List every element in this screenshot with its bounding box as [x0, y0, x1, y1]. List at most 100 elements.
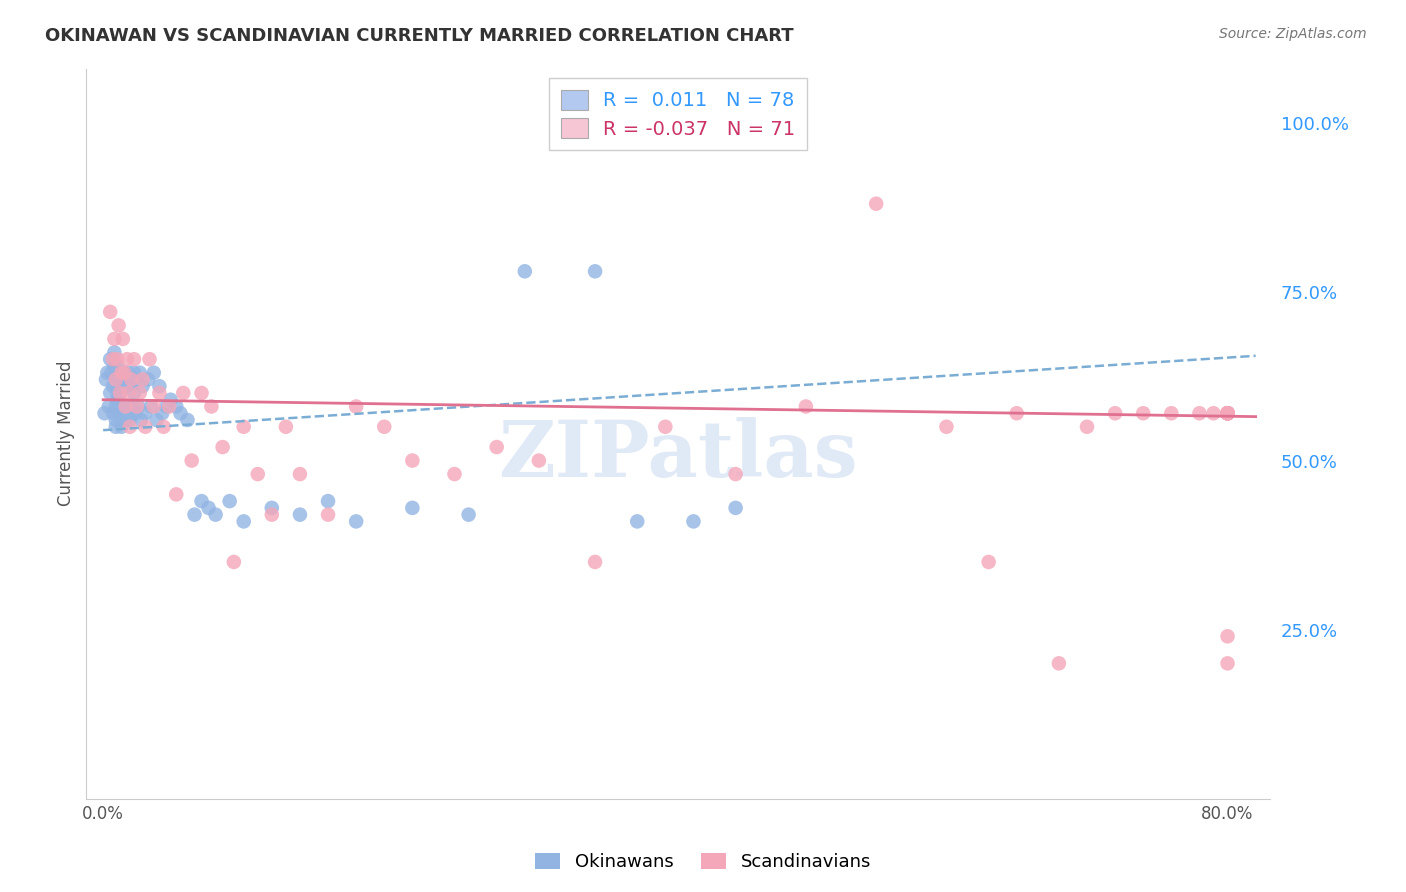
Point — [1216, 657, 1239, 671]
Point — [152, 419, 174, 434]
Point — [246, 467, 269, 481]
Point — [288, 467, 311, 481]
Point — [401, 453, 423, 467]
Point — [105, 392, 128, 407]
Point — [118, 413, 141, 427]
Point — [98, 305, 121, 319]
Point — [112, 400, 135, 414]
Point — [1216, 406, 1239, 420]
Point — [136, 372, 159, 386]
Point — [125, 400, 148, 414]
Point — [222, 555, 245, 569]
Point — [134, 419, 156, 434]
Point — [583, 264, 606, 278]
Point — [111, 332, 134, 346]
Point — [183, 508, 205, 522]
Point — [110, 366, 132, 380]
Point — [176, 413, 198, 427]
Point — [200, 400, 222, 414]
Point — [107, 406, 129, 420]
Point — [1160, 406, 1182, 420]
Point — [105, 352, 128, 367]
Point — [373, 419, 395, 434]
Legend: Okinawans, Scandinavians: Okinawans, Scandinavians — [527, 846, 879, 879]
Point — [142, 400, 165, 414]
Point — [100, 366, 122, 380]
Point — [654, 419, 676, 434]
Point — [1216, 406, 1239, 420]
Point — [97, 400, 120, 414]
Point — [120, 406, 142, 420]
Point — [101, 352, 124, 367]
Point — [1216, 406, 1239, 420]
Point — [485, 440, 508, 454]
Point — [107, 372, 129, 386]
Point — [98, 352, 121, 367]
Point — [155, 400, 177, 414]
Point — [108, 400, 131, 414]
Point — [117, 366, 139, 380]
Point — [104, 400, 127, 414]
Point — [105, 379, 128, 393]
Point — [112, 366, 135, 380]
Point — [274, 419, 297, 434]
Point — [190, 386, 212, 401]
Point — [122, 386, 145, 401]
Point — [260, 500, 283, 515]
Point — [117, 400, 139, 414]
Point — [169, 406, 191, 420]
Text: ZIPatlas: ZIPatlas — [498, 417, 858, 493]
Point — [211, 440, 233, 454]
Point — [118, 419, 141, 434]
Point — [115, 372, 138, 386]
Point — [232, 515, 254, 529]
Point — [1104, 406, 1126, 420]
Point — [150, 406, 173, 420]
Point — [1216, 406, 1239, 420]
Point — [127, 400, 149, 414]
Point — [344, 515, 367, 529]
Point — [1216, 406, 1239, 420]
Point — [443, 467, 465, 481]
Point — [165, 400, 187, 414]
Point — [105, 366, 128, 380]
Point — [527, 453, 550, 467]
Point — [117, 386, 139, 401]
Point — [129, 413, 152, 427]
Point — [180, 453, 202, 467]
Point — [190, 494, 212, 508]
Point — [157, 400, 180, 414]
Point — [197, 500, 219, 515]
Point — [98, 386, 121, 401]
Point — [105, 359, 128, 373]
Point — [138, 352, 160, 367]
Point — [114, 413, 136, 427]
Point — [103, 345, 125, 359]
Point — [142, 366, 165, 380]
Point — [128, 366, 150, 380]
Text: Source: ZipAtlas.com: Source: ZipAtlas.com — [1219, 27, 1367, 41]
Point — [794, 400, 817, 414]
Point — [104, 372, 127, 386]
Text: OKINAWAN VS SCANDINAVIAN CURRENTLY MARRIED CORRELATION CHART: OKINAWAN VS SCANDINAVIAN CURRENTLY MARRI… — [45, 27, 793, 45]
Point — [204, 508, 226, 522]
Point — [316, 494, 339, 508]
Point — [724, 500, 747, 515]
Point — [111, 406, 134, 420]
Point — [124, 406, 146, 420]
Point — [128, 386, 150, 401]
Point — [513, 264, 536, 278]
Point — [218, 494, 240, 508]
Point — [96, 366, 118, 380]
Y-axis label: Currently Married: Currently Married — [58, 360, 75, 507]
Point — [104, 413, 127, 427]
Point — [977, 555, 1000, 569]
Point — [1076, 419, 1098, 434]
Point — [104, 419, 127, 434]
Point — [120, 372, 142, 386]
Point — [114, 379, 136, 393]
Point — [111, 372, 134, 386]
Point — [583, 555, 606, 569]
Point — [165, 487, 187, 501]
Point — [1216, 406, 1239, 420]
